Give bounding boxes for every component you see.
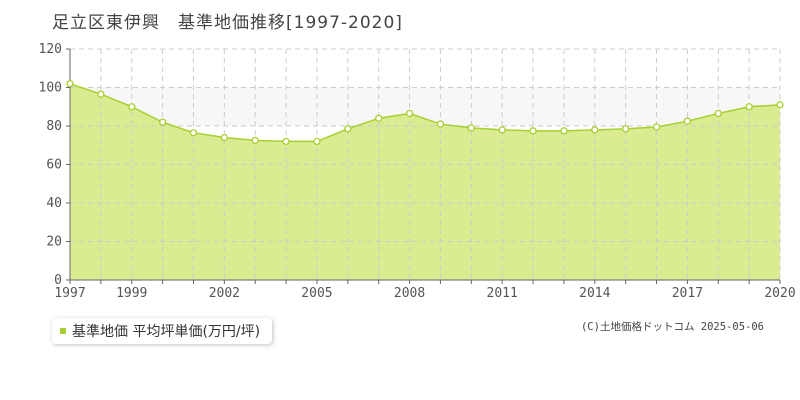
x-tick-labels: 1997 1999 2002 2005 2008 2011 2014 2017 2020	[54, 286, 795, 301]
y-tick-label-0: 0	[54, 273, 62, 288]
price-area	[70, 83, 780, 281]
data-point-2015	[622, 125, 630, 133]
data-point-2003	[251, 136, 259, 145]
data-point-2005	[313, 137, 321, 146]
data-point-2020	[776, 101, 784, 109]
x-tick-label-2020: 2020	[764, 286, 795, 301]
data-point-1998	[97, 90, 105, 98]
axes	[66, 48, 781, 284]
x-tick-label-2011: 2011	[487, 286, 518, 301]
data-point-2013	[560, 127, 568, 135]
y-tick-label-80: 80	[46, 119, 62, 134]
data-point-2012	[529, 127, 537, 135]
y-tick-label-120: 120	[39, 42, 62, 57]
y-tick-label-100: 100	[39, 81, 62, 96]
x-tick-label-1999: 1999	[116, 286, 147, 301]
credit-text: (C)土地価格ドットコム 2025-05-06	[580, 321, 764, 333]
x-tick-label-2008: 2008	[394, 286, 425, 301]
x-tick-label-2014: 2014	[579, 286, 610, 301]
y-tick-label-60: 60	[46, 158, 62, 173]
x-tick-label-2005: 2005	[301, 286, 332, 301]
legend-label: 基準地価 平均坪単価(万円/坪)	[72, 324, 261, 340]
data-point-2010	[467, 124, 475, 132]
legend: 基準地価 平均坪単価(万円/坪)	[52, 318, 273, 344]
x-tick-label-1997: 1997	[54, 286, 85, 301]
data-point-2006	[344, 125, 352, 133]
y-tick-label-40: 40	[46, 196, 62, 211]
data-point-2016	[652, 123, 661, 131]
data-point-2009	[436, 120, 445, 128]
chart-title: 足立区東伊興 基準地価推移[1997-2020]	[52, 13, 403, 33]
data-point-2002	[220, 133, 228, 142]
data-point-2000	[158, 118, 167, 126]
data-point-2014	[591, 126, 599, 134]
price-line	[69, 82, 781, 143]
data-point-2019	[745, 103, 753, 111]
data-point-2007	[375, 114, 383, 122]
data-points	[66, 80, 784, 146]
data-point-2017	[683, 117, 692, 125]
data-point-2001	[189, 129, 198, 137]
y-tick-labels: 0 20 40 60 80 100 120	[39, 42, 62, 288]
grid-lines	[70, 48, 781, 280]
area-fill	[70, 83, 780, 281]
data-point-2018	[714, 109, 722, 118]
data-point-2011	[498, 126, 506, 134]
y-tick-label-20: 20	[46, 235, 62, 250]
x-tick-label-2002: 2002	[209, 286, 240, 301]
x-tick-label-2017: 2017	[672, 286, 703, 301]
data-point-2008	[405, 109, 414, 118]
series-line	[69, 82, 781, 143]
data-point-2004	[282, 137, 290, 146]
legend-swatch	[60, 328, 66, 334]
data-point-1997	[66, 80, 74, 88]
data-point-1999	[128, 103, 136, 111]
